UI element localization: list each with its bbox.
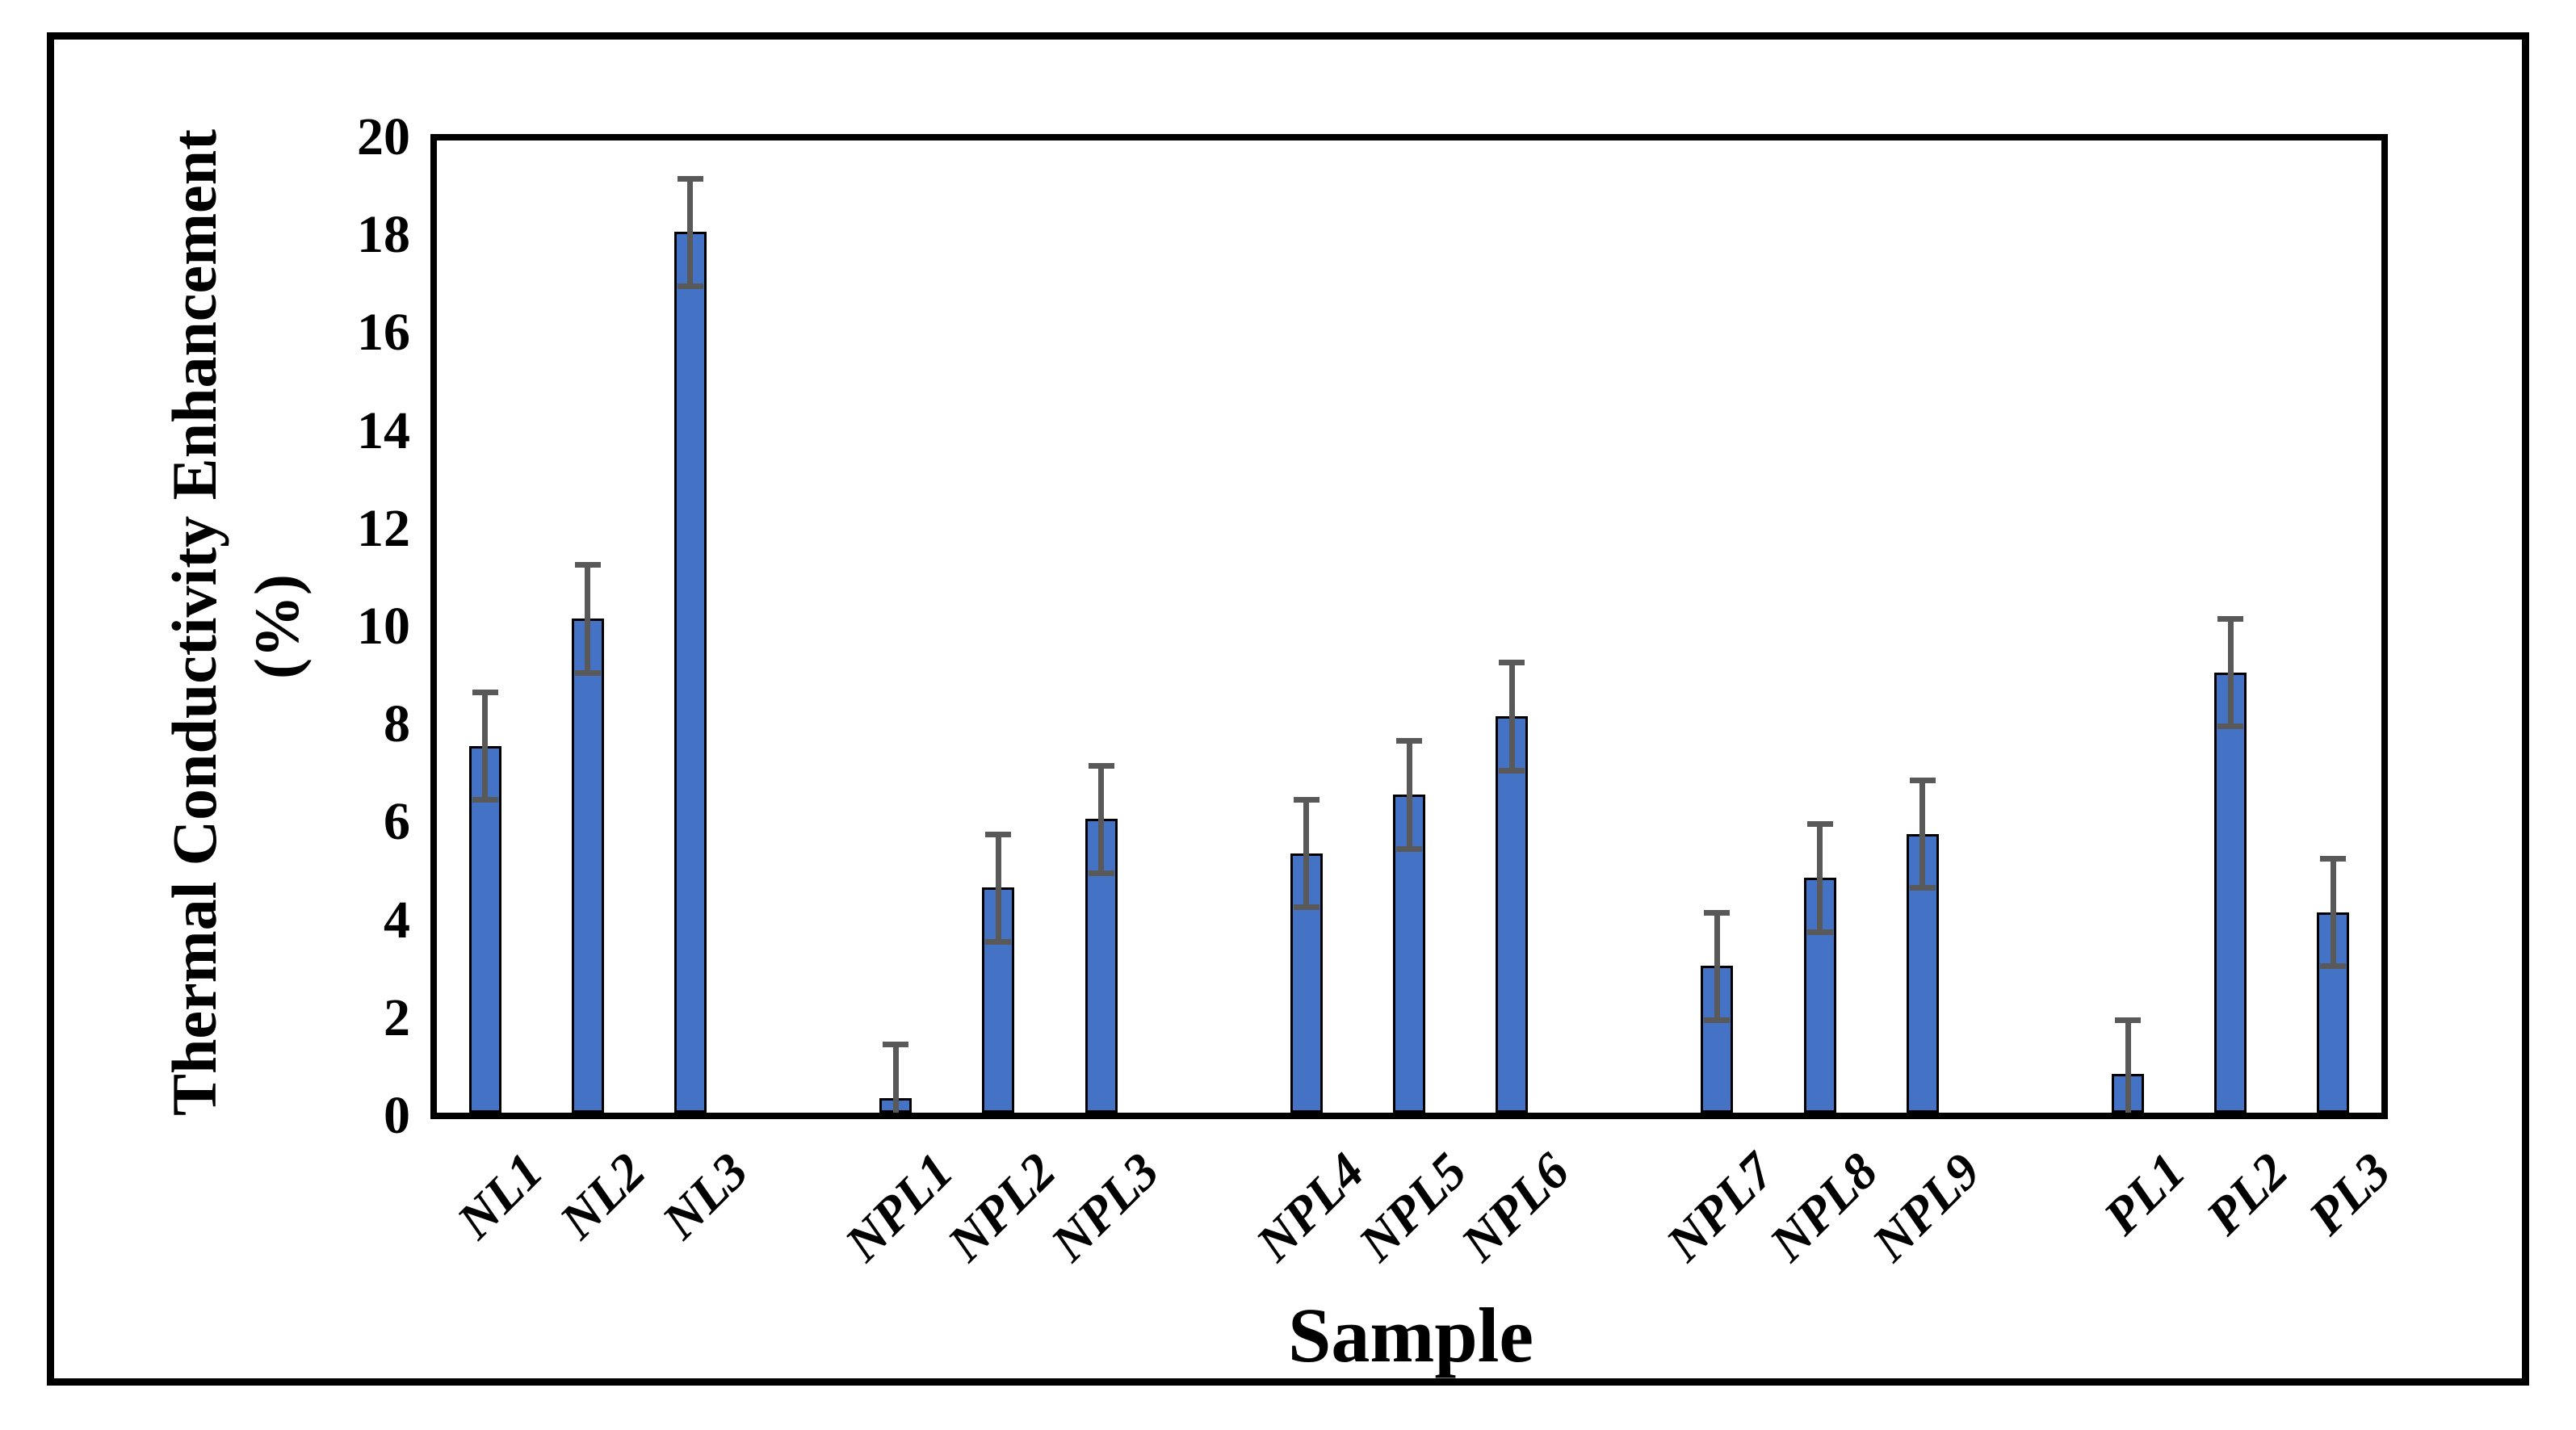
error-bar-cap-bottom: [1499, 767, 1525, 774]
error-bar-cap-bottom: [1088, 870, 1114, 877]
error-bar-cap-top: [472, 689, 498, 695]
error-bar-cap-bottom: [2217, 723, 2244, 730]
error-bar-cap-bottom: [1293, 904, 1319, 911]
figure-border: [47, 32, 2529, 1386]
error-bar-stem: [1406, 740, 1412, 849]
error-bar-cap-top: [2217, 615, 2244, 622]
y-tick-label: 16: [357, 303, 410, 363]
error-bar-cap-bottom: [677, 283, 703, 289]
error-bar-stem: [2227, 618, 2234, 727]
y-tick-label: 4: [384, 890, 410, 950]
error-bar-stem: [995, 833, 1001, 941]
error-bar-stem: [1303, 799, 1310, 908]
error-bar-stem: [482, 691, 489, 800]
error-bar-cap-top: [1293, 797, 1319, 803]
y-tick-label: 8: [384, 694, 410, 754]
bar: [1906, 833, 1939, 1113]
error-bar-cap-top: [1499, 660, 1525, 666]
y-tick-label: 6: [384, 792, 410, 852]
error-bar-cap-bottom: [985, 938, 1012, 945]
error-bar-stem: [892, 1044, 899, 1113]
y-tick-label: 18: [357, 205, 410, 265]
error-bar-cap-bottom: [1909, 885, 1936, 891]
error-bar-cap-bottom: [1704, 1017, 1731, 1023]
error-bar-cap-top: [677, 175, 703, 182]
y-tick-label: 20: [357, 107, 410, 166]
error-bar-stem: [1508, 662, 1515, 770]
error-bar-cap-top: [1088, 762, 1114, 769]
error-bar-stem: [1817, 824, 1823, 932]
y-tick-label: 0: [384, 1086, 410, 1145]
error-bar-stem: [1098, 765, 1105, 874]
error-bar-cap-bottom: [2320, 963, 2347, 970]
plot-border: [430, 134, 2388, 1119]
y-tick-label: 10: [357, 597, 410, 656]
error-bar-cap-top: [1909, 777, 1936, 783]
bar: [673, 232, 707, 1113]
y-tick-label: 14: [357, 400, 410, 460]
error-bar-stem: [2330, 858, 2336, 967]
error-bar-cap-bottom: [472, 797, 498, 803]
error-bar-stem: [2125, 1019, 2131, 1113]
error-bar-cap-top: [1704, 909, 1731, 916]
y-tick-label: 12: [357, 498, 410, 558]
error-bar-cap-top: [883, 1042, 909, 1048]
error-bar-cap-top: [1396, 738, 1422, 744]
bar: [571, 618, 604, 1113]
bar: [1803, 878, 1836, 1113]
error-bar-cap-bottom: [574, 669, 601, 676]
error-bar-cap-top: [1806, 821, 1833, 828]
error-bar-stem: [687, 178, 694, 286]
x-axis-title: Sample: [1287, 1292, 1534, 1378]
error-bar-cap-top: [2115, 1017, 2142, 1023]
error-bar-stem: [1919, 779, 1926, 888]
error-bar-cap-top: [2320, 855, 2347, 862]
error-bar-stem: [1714, 912, 1720, 1020]
error-bar-cap-bottom: [1396, 845, 1422, 852]
error-bar-cap-top: [985, 831, 1012, 837]
bar: [1496, 716, 1529, 1113]
y-tick-label: 2: [384, 988, 410, 1047]
bar: [2214, 672, 2247, 1113]
error-bar-cap-top: [574, 562, 601, 568]
error-bar-stem: [585, 564, 591, 673]
error-bar-cap-bottom: [1806, 929, 1833, 935]
